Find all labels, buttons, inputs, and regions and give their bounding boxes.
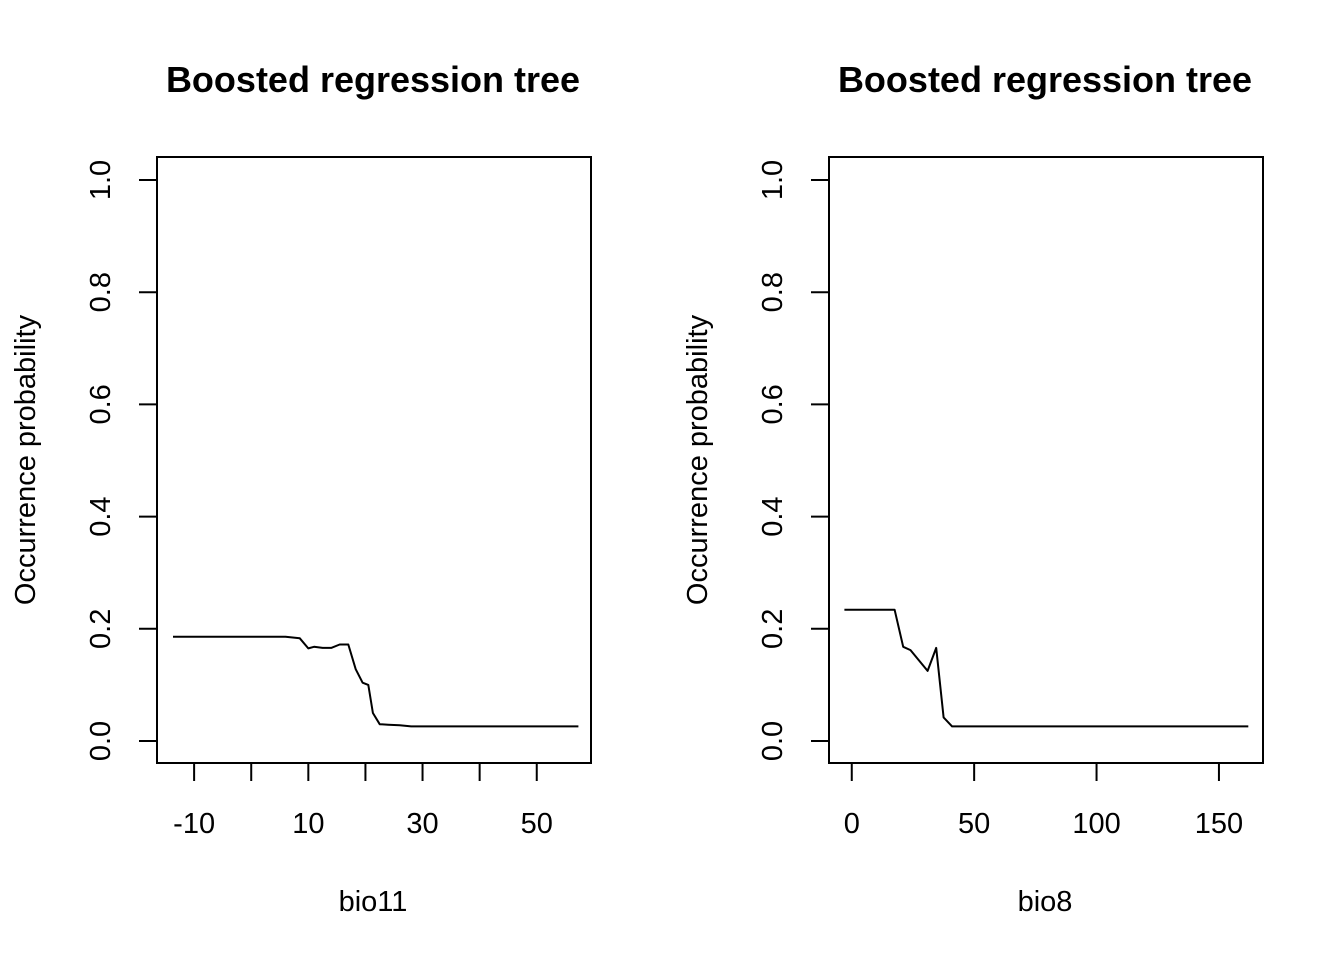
series-group	[844, 608, 1249, 728]
y-tick-label: 1.0	[757, 160, 789, 200]
plot-frame	[828, 156, 1264, 764]
series-line-0	[173, 635, 579, 728]
y-tick-label: 0.4	[757, 496, 789, 536]
chart-panel-bio11: Boosted regression tree -10 10 30 50 0.0 0.2…	[10, 59, 592, 918]
x-axis: 0 50 100 150	[844, 762, 1243, 840]
y-tick-label: 0.8	[85, 272, 117, 312]
x-axis-label: bio11	[339, 886, 408, 918]
y-axis-label: Occurrence probability	[682, 314, 714, 605]
y-tick-label: 0.6	[757, 384, 789, 424]
y-tick-label: 0.6	[85, 384, 117, 424]
y-tick-label: 0.0	[757, 721, 789, 761]
y-axis: 0.0 0.2 0.4 0.6 0.8 1.0	[85, 160, 158, 761]
y-tick-label: 0.2	[85, 609, 117, 649]
plot-frame	[156, 156, 592, 764]
series-line-0	[844, 608, 1249, 728]
y-axis: 0.0 0.2 0.4 0.6 0.8 1.0	[757, 160, 830, 761]
y-tick-label: 0.8	[757, 272, 789, 312]
y-tick-label: 0.2	[757, 609, 789, 649]
y-tick-label: 1.0	[85, 160, 117, 200]
x-tick-label: 50	[521, 808, 553, 840]
x-axis: -10 10 30 50	[173, 762, 553, 840]
chart-title: Boosted regression tree	[166, 59, 580, 100]
series-group	[173, 635, 579, 728]
x-axis-label: bio8	[1018, 886, 1073, 918]
x-tick-label: 10	[292, 808, 324, 840]
chart-panel-bio8: Boosted regression tree 0 50 100 150 0.0 0.2…	[682, 59, 1264, 918]
x-tick-label: 100	[1072, 808, 1120, 840]
chart-title: Boosted regression tree	[838, 59, 1252, 100]
x-tick-label: 50	[958, 808, 990, 840]
y-tick-label: 0.0	[85, 721, 117, 761]
x-tick-label: 0	[844, 808, 860, 840]
x-tick-label: -10	[173, 808, 215, 840]
y-tick-label: 0.4	[85, 496, 117, 536]
x-tick-label: 150	[1195, 808, 1243, 840]
x-tick-label: 30	[406, 808, 438, 840]
y-axis-label: Occurrence probability	[10, 314, 42, 605]
